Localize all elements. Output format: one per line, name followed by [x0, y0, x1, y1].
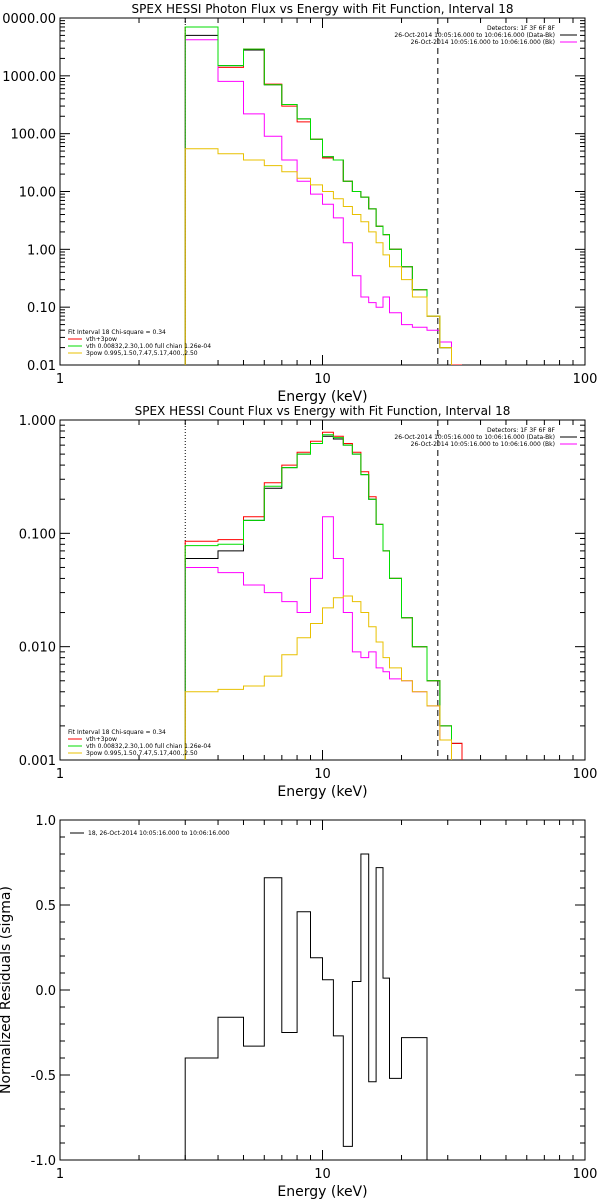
- header-text-line: 26-Oct-2014 10:05:16.000 to 10:06:16.000…: [394, 32, 555, 39]
- series-line-2: [184, 26, 462, 365]
- y-tick-label: 1.000: [19, 414, 56, 429]
- y-tick-label: 0.0: [35, 984, 56, 999]
- series-line-1: [184, 853, 440, 1160]
- header-text-line: 26-Oct-2014 10:05:16.000 to 10:06:16.000…: [411, 39, 555, 46]
- x-tick-label: 1: [56, 1167, 64, 1182]
- series-group: [184, 26, 463, 365]
- chart-panel-3: 1 10 100 Energy (keV) -1.0 -0.5 0.0 0.5 1.0 Norma…: [0, 814, 597, 1200]
- y-tick-label: 0.01: [27, 359, 56, 374]
- y-tick-label: 10.00: [19, 186, 56, 201]
- series-line-2: [184, 431, 463, 760]
- y-tick-label: 0.10: [27, 301, 56, 316]
- series-line-3: [184, 39, 463, 365]
- series-line-1: [184, 435, 463, 760]
- plot-frame: [59, 419, 586, 761]
- x-tick-label: 10: [314, 767, 331, 782]
- header-text-line: 26-Oct-2014 10:05:16.000 to 10:06:16.000…: [394, 434, 555, 441]
- legend-entry: 3pow 0.995,1.50,7.47,5.17,400.,2.50: [86, 350, 198, 357]
- y-tick-label: 1.0: [35, 814, 56, 829]
- y-tick-label: 100.00: [11, 128, 57, 143]
- legend-header: Fit Interval 18 Chi-square = 0.34: [68, 729, 166, 736]
- series-group: [184, 853, 440, 1160]
- y-tick-label: -0.5: [31, 1069, 56, 1084]
- legend-entry: vth 0.00832,2.30,1.00 full chian 1.26e-0…: [86, 743, 211, 750]
- legend-entry: vth+3pow: [86, 336, 117, 343]
- x-tick-label: 100: [573, 1167, 598, 1182]
- x-tick-label: 100: [573, 372, 598, 387]
- y-tick-label: 1000.00: [2, 70, 56, 85]
- legend-entry: 3pow 0.995,1.50,7.47,5.17,400.,2.50: [86, 750, 198, 757]
- x-axis-label: Energy (keV): [277, 784, 367, 800]
- series-group: [184, 431, 463, 760]
- series-line-4: [184, 434, 463, 760]
- y-tick-label: 0.100: [19, 527, 56, 542]
- y-tick-label: 0.001: [19, 754, 56, 769]
- plot-frame: [59, 819, 586, 1161]
- legend-entry: vth+3pow: [86, 736, 117, 743]
- series-line-5: [184, 148, 463, 365]
- y-axis-label: Normalized Residuals (sigma): [0, 886, 14, 1094]
- chart-panel-2: SPEX HESSI Count Flux vs Energy with Fit…: [19, 404, 598, 800]
- x-tick-label: 10: [314, 372, 331, 387]
- series-line-4: [184, 26, 463, 365]
- chart-title: SPEX HESSI Photon Flux vs Energy with Fi…: [132, 2, 514, 16]
- header-text-line: 26-Oct-2014 10:05:16.000 to 10:06:16.000…: [411, 441, 555, 448]
- x-axis-label: Energy (keV): [277, 389, 367, 405]
- y-tick-label: -1.0: [31, 1154, 56, 1169]
- y-tick-label: 0.010: [19, 641, 56, 656]
- x-axis-label: Energy (keV): [277, 1184, 367, 1200]
- x-tick-label: 1: [56, 372, 64, 387]
- x-tick-label: 10: [314, 1167, 331, 1182]
- x-tick-label: 100: [573, 767, 598, 782]
- x-tick-label: 1: [56, 767, 64, 782]
- y-tick-label: 0.5: [35, 899, 56, 914]
- series-line-1: [184, 34, 462, 365]
- header-text-line: Detectors: 1F 3F 6F 8F: [487, 25, 556, 32]
- y-tick-label: 0000.00: [2, 12, 56, 27]
- chart-panel-1: SPEX HESSI Photon Flux vs Energy with Fi…: [2, 2, 597, 405]
- legend-header: Fit Interval 18 Chi-square = 0.34: [68, 329, 166, 336]
- header-text-line: Detectors: 1F 3F 6F 8F: [487, 427, 556, 434]
- chart-title: SPEX HESSI Count Flux vs Energy with Fit…: [135, 404, 511, 418]
- legend-entry: vth 0.00832,2.30,1.00 full chian 1.26e-0…: [86, 343, 211, 350]
- series-line-5: [184, 595, 463, 760]
- y-tick-label: 1.00: [27, 243, 56, 258]
- legend-entry: 18, 26-Oct-2014 10:05:16.000 to 10:06:16…: [88, 830, 230, 837]
- series-line-3: [184, 516, 463, 760]
